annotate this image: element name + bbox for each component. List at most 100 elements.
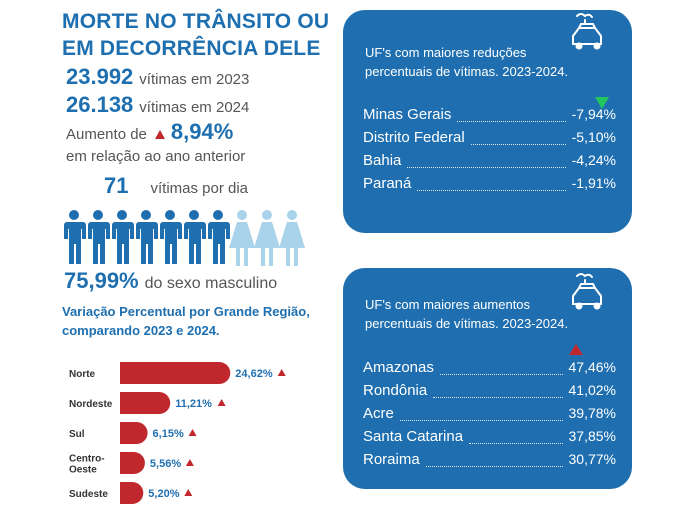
stat-value: 26.138 [66,92,134,117]
increase-up-icon [185,459,194,466]
increase-up-icon [217,399,226,406]
category-label: Centro-Oeste [69,454,105,476]
increases-card: UF's com maiores aumentos percentuais de… [343,268,632,489]
crash-car-icon [572,273,602,310]
stat-victims-2023: 23.992 vítimas em 2023 [66,64,249,90]
dot-leader [417,190,566,191]
state-value: -7,94% [571,106,616,122]
dot-leader [469,443,563,444]
female-person-icon [229,210,255,266]
male-person-icon [112,210,134,264]
dot-leader [425,466,563,467]
bar-sudeste [120,482,144,504]
increases-list: Amazonas 47,46% Rondônia 41,02% Acre 39,… [363,359,616,474]
increases-title: UF's com maiores aumentos percentuais de… [365,295,568,333]
male-person-icon [88,210,110,264]
dot-leader [470,144,566,145]
dot-leader [439,374,563,375]
stat-male: 75,99% do sexo masculino [64,268,277,294]
increase-prefix: Aumento de [66,126,147,143]
stat-label: vítimas em 2023 [139,71,250,88]
male-person-icon [160,210,182,264]
category-label: Sul [69,429,85,440]
value-label: 5,20% [148,488,179,500]
value-label: 11,21% [175,398,212,410]
increase-up-icon [277,369,286,376]
state-value: -1,91% [571,175,616,191]
list-item: Bahia -4,24% [363,152,616,175]
increase-up-icon [154,130,165,139]
category-label: Sudeste [69,489,108,500]
list-item: Distrito Federal -5,10% [363,129,616,152]
title-line-1: MORTE NO TRÂNSITO OU [62,10,330,33]
increase-suffix: em relação ao ano anterior [66,148,246,165]
state-value: 30,77% [568,451,616,467]
male-person-icon [64,210,86,264]
region-bar-chart: Norte 24,62% Nordeste 11,21% Sul 6,15% Centro-… [69,362,286,504]
state-value: -5,10% [571,129,616,145]
state-value: 39,78% [568,405,616,421]
state-name: Distrito Federal [363,129,465,146]
male-person-icon [208,210,230,264]
list-item: Paraná -1,91% [363,175,616,198]
value-label: 24,62% [235,368,273,380]
bar-sul [120,422,148,444]
stat-label: vítimas em 2024 [139,99,250,116]
dot-leader [399,420,563,421]
stat-value: 75,99% [64,268,139,293]
state-value: 47,46% [568,359,616,375]
dot-leader [433,397,563,398]
stat-label: do sexo masculino [144,275,278,292]
female-person-icon [279,210,305,266]
state-name: Rondônia [363,382,428,399]
state-name: Bahia [363,152,402,169]
state-name: Santa Catarina [363,428,464,445]
reductions-title: UF's com maiores reduções percentuais de… [365,43,568,81]
increases-title-line-2: percentuais de vítimas. 2023-2024. [365,316,569,331]
title-line-2: EM DECORRÊNCIA DELE [62,37,321,60]
list-item: Roraima 30,77% [363,451,616,474]
bar-norte [120,362,231,384]
male-person-icon [184,210,206,264]
increase-up-icon [569,344,583,355]
reduction-down-icon [595,97,609,109]
dot-leader [457,121,566,122]
state-name: Amazonas [363,359,434,376]
bar-centrooeste [120,452,145,474]
male-person-icon [136,210,158,264]
increase-up-icon [184,489,193,496]
bar-nordeste [120,392,171,414]
stat-value: 23.992 [66,64,134,89]
value-label: 5,56% [150,458,181,470]
stat-increase: Aumento de 8,94% [66,119,233,145]
list-item: Santa Catarina 37,85% [363,428,616,451]
female-person-icon [254,210,280,266]
state-value: 37,85% [568,428,616,444]
reductions-list: Minas Gerais -7,94% Distrito Federal -5,… [363,106,616,198]
state-value: 41,02% [568,382,616,398]
state-name: Roraima [363,451,420,468]
stat-value: 71 [104,173,129,198]
people-icon-row [64,210,305,266]
reductions-card: UF's com maiores reduções percentuais de… [343,10,632,233]
increase-up-icon [188,429,197,436]
stat-label: vítimas por dia [150,180,249,197]
state-name: Paraná [363,175,412,192]
state-value: -4,24% [571,152,616,168]
stat-per-day: 71 vítimas por dia [104,173,248,199]
reductions-title-line-1: UF's com maiores reduções [365,45,527,60]
list-item: Rondônia 41,02% [363,382,616,405]
category-label: Nordeste [69,399,113,410]
increases-title-line-1: UF's com maiores aumentos [365,297,531,312]
crash-car-icon [572,13,602,50]
list-item: Acre 39,78% [363,405,616,428]
state-name: Acre [363,405,394,422]
page-title: MORTE NO TRÂNSITO OU EM DECORRÊNCIA DELE [62,8,329,62]
list-item: Amazonas 47,46% [363,359,616,382]
list-item: Minas Gerais -7,94% [363,106,616,129]
reductions-title-line-2: percentuais de vítimas. 2023-2024. [365,64,569,79]
state-name: Minas Gerais [363,106,452,123]
chart-title: Variação Percentual por Grande Região, c… [62,304,310,338]
category-label: Norte [69,369,96,380]
stat-victims-2024: 26.138 vítimas em 2024 [66,92,249,118]
